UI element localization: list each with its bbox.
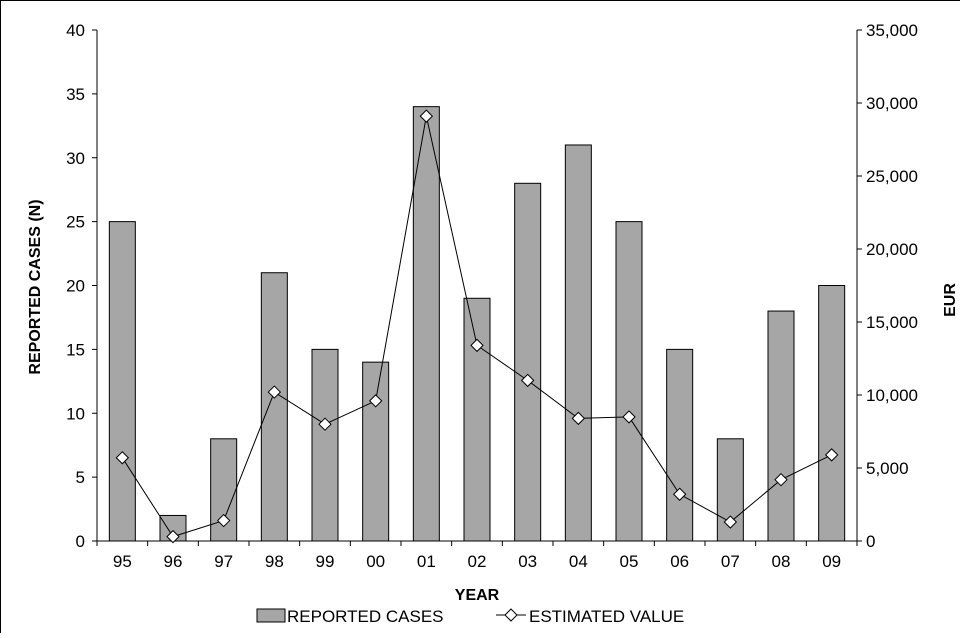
legend: REPORTED CASES ESTIMATED VALUE [256,607,684,626]
bar [108,221,136,542]
x-tick-label: 00 [366,552,385,571]
y-tick-label: 40 [66,21,85,40]
x-tick-label: 96 [164,552,183,571]
x-tick-label: 01 [417,552,436,571]
bar [311,348,339,542]
line-point-diamond [115,451,130,465]
y-tick-label: 0 [76,532,85,551]
line-point-diamond [267,385,282,399]
bar [564,144,592,542]
x-tick-label: 09 [822,552,841,571]
line-point-diamond [216,513,231,528]
y2-tick-label: 35,000 [866,21,918,40]
line-point-diamond [824,448,839,462]
line-point-diamond [520,373,535,388]
line-series [115,109,839,544]
x-tick-label: 03 [518,552,537,571]
line-point-diamond [166,529,180,544]
line-point-diamond [672,487,687,501]
line-point-diamond [318,417,332,431]
bar [767,310,795,542]
line-point-diamond [571,411,586,426]
y2-tick-label: 20,000 [866,240,918,259]
y-axis-title: REPORTED CASES (N) [27,199,44,374]
bar [818,285,846,542]
x-axis-title: YEAR [455,587,500,604]
legend-bar-label: REPORTED CASES [287,607,444,626]
line-point-diamond [723,515,738,529]
line-point-diamond [774,472,788,487]
bar [615,221,643,542]
y-tick-label: 30 [66,149,85,168]
bar [412,106,440,542]
x-tick-label: 06 [670,552,689,571]
y-tick-label: 10 [66,404,85,423]
y-tick-label: 15 [66,340,85,359]
y2-tick-label: 0 [866,532,875,551]
line-point-diamond [419,109,434,123]
y2-tick-label: 10,000 [866,386,918,405]
line-point-diamond [622,410,636,424]
line-point-diamond [368,394,383,408]
legend-line-label: ESTIMATED VALUE [529,607,684,626]
x-tick-label: 07 [721,552,740,571]
x-tick-label: 97 [214,552,233,571]
y-tick-label: 20 [66,277,85,296]
line-point-diamond [470,338,484,353]
x-tick-label: 99 [316,552,335,571]
bar [362,361,390,542]
legend-bar-swatch [256,608,286,623]
x-tick-label: 04 [569,552,588,571]
legend-diamond-marker-icon [504,608,518,622]
bar [666,348,694,542]
bar-series [108,106,846,542]
y2-tick-label: 5,000 [866,459,909,478]
y2-axis-title: EUR [942,283,959,317]
y2-tick-label: 25,000 [866,167,918,186]
bar [463,297,491,542]
bar [260,272,288,542]
y-tick-label: 35 [66,85,85,104]
y-tick-label: 5 [76,468,85,487]
x-tick-label: 08 [772,552,791,571]
x-tick-label: 98 [265,552,284,571]
x-tick-label: 05 [620,552,639,571]
y2-tick-label: 30,000 [866,94,918,113]
y2-tick-label: 15,000 [866,313,918,332]
bar [514,182,542,542]
x-tick-label: 95 [113,552,132,571]
y-tick-label: 25 [66,213,85,232]
axis-ticks: 051015202530354005,00010,00015,00020,000… [66,21,918,571]
x-tick-label: 02 [468,552,487,571]
